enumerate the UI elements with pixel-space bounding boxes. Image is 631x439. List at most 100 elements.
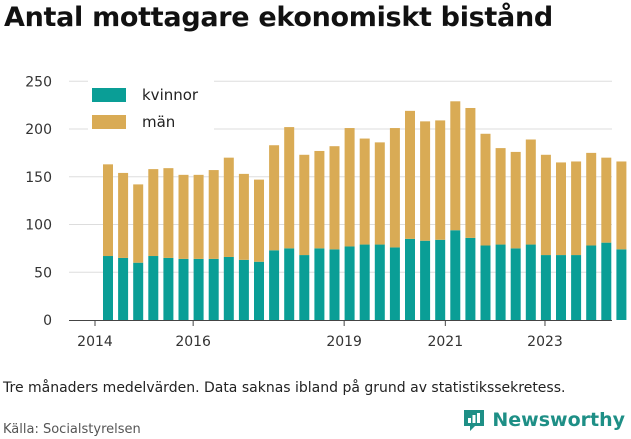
bar-kvinnor <box>465 237 476 320</box>
bar-kvinnor <box>420 240 431 320</box>
x-tick-label: 2016 <box>175 334 211 350</box>
y-tick-label: 150 <box>25 170 52 186</box>
bar-man <box>238 173 249 260</box>
bar-man <box>405 110 415 239</box>
bar-kvinnor <box>450 230 461 320</box>
y-tick-label: 50 <box>34 265 52 281</box>
bar-kvinnor <box>601 242 612 320</box>
bar-chart: 0 50 100 150 200 250 2014 2016 2019 2021 2023 kvi… <box>25 74 627 350</box>
bar-kvinnor <box>238 259 249 320</box>
newsworthy-logo-icon <box>464 410 485 431</box>
bar-man <box>510 151 521 249</box>
bar-kvinnor <box>208 258 219 320</box>
bar-kvinnor <box>163 257 174 320</box>
y-tick-label: 0 <box>43 313 52 329</box>
bar-man <box>314 150 325 249</box>
bar-man <box>389 128 400 248</box>
legend: kvinnor män <box>88 79 214 139</box>
bar-kvinnor <box>480 245 491 320</box>
brand-logo[interactable]: Newsworthy <box>461 407 625 433</box>
chart-title: Antal mottagare ekonomiskt bistånd <box>4 2 553 33</box>
bar-kvinnor <box>586 245 597 320</box>
brand-name: Newsworthy <box>492 409 625 431</box>
y-tick-label: 250 <box>25 74 52 90</box>
bar-man <box>374 142 385 245</box>
y-tick: 150 <box>25 170 52 186</box>
x-tick-label: 2014 <box>77 334 113 350</box>
bar-kvinnor <box>359 244 370 320</box>
bar-kvinnor <box>178 258 189 320</box>
x-tick: 2021 <box>427 334 463 350</box>
bar-kvinnor <box>495 244 506 320</box>
bar-kvinnor <box>329 249 340 320</box>
y-tick-label: 100 <box>25 218 52 234</box>
bar-man <box>465 107 476 238</box>
source-text: Källa: Socialstyrelsen <box>3 422 141 437</box>
bar-man <box>193 174 204 259</box>
bar-kvinnor <box>103 256 113 320</box>
bar-kvinnor <box>510 248 521 320</box>
y-tick: 200 <box>25 122 52 138</box>
y-tick-label: 200 <box>25 122 52 138</box>
bar-kvinnor <box>299 255 310 320</box>
bar-man <box>178 174 189 259</box>
footnote: Tre månaders medelvärden. Data saknas ib… <box>3 380 566 396</box>
bar-man <box>148 169 159 257</box>
bar-man <box>586 152 597 246</box>
y-axis: 0 50 100 150 200 250 <box>25 74 52 329</box>
bar-man <box>495 148 506 245</box>
x-tick: 2023 <box>527 334 563 350</box>
bar-man <box>163 168 174 258</box>
x-axis: 2014 2016 2019 2021 2023 <box>69 320 612 350</box>
x-tick-label: 2023 <box>527 334 563 350</box>
bar-kvinnor <box>571 255 582 320</box>
y-tick: 250 <box>25 74 52 90</box>
bar-man <box>450 101 461 231</box>
bar-man <box>525 139 536 245</box>
bar-man <box>616 161 627 250</box>
y-tick: 0 <box>43 313 52 329</box>
bars <box>103 101 627 320</box>
bar-kvinnor <box>374 244 385 320</box>
bar-kvinnor <box>556 255 566 320</box>
legend-swatch <box>92 115 126 129</box>
bar-kvinnor <box>284 248 295 320</box>
bar-kvinnor <box>254 261 264 320</box>
bar-kvinnor <box>389 247 400 320</box>
x-tick-label: 2019 <box>326 334 362 350</box>
bar-man <box>571 161 582 256</box>
bar-man <box>269 145 280 251</box>
bar-man <box>540 154 551 256</box>
bar-man <box>420 121 431 241</box>
bar-man <box>556 162 566 256</box>
legend-swatch <box>92 88 126 102</box>
x-tick: 2019 <box>326 334 362 350</box>
bar-kvinnor <box>148 256 159 320</box>
x-tick: 2016 <box>175 334 211 350</box>
bar-kvinnor <box>525 244 536 320</box>
bar-man <box>435 120 446 240</box>
y-tick: 50 <box>34 265 52 281</box>
bar-man <box>601 157 612 243</box>
legend-label: kvinnor <box>142 86 199 104</box>
x-tick-label: 2021 <box>427 334 463 350</box>
bar-kvinnor <box>540 255 551 320</box>
bar-kvinnor <box>344 246 355 320</box>
bar-kvinnor <box>193 258 204 320</box>
bar-man <box>344 128 355 247</box>
bar-kvinnor <box>269 250 280 320</box>
bar-man <box>480 133 491 246</box>
x-tick: 2014 <box>77 334 113 350</box>
bar-man <box>133 184 144 263</box>
bar-kvinnor <box>435 239 446 320</box>
bar-man <box>208 170 219 259</box>
bar-kvinnor <box>405 238 415 320</box>
bar-kvinnor <box>314 248 325 320</box>
bar-kvinnor <box>223 256 234 320</box>
bar-man <box>103 164 113 257</box>
legend-label: män <box>142 113 175 131</box>
bar-kvinnor <box>133 262 144 320</box>
bar-kvinnor <box>118 257 129 320</box>
bar-kvinnor <box>616 249 627 320</box>
bar-man <box>284 127 295 249</box>
